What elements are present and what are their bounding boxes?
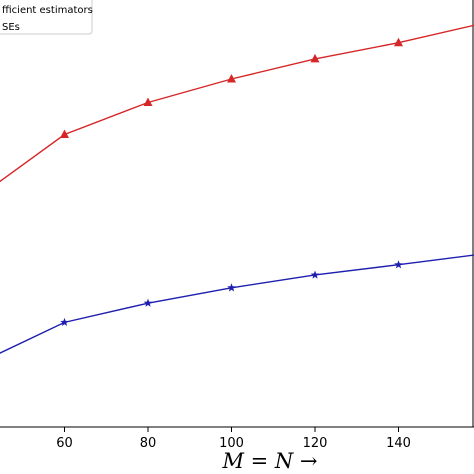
legend-entry-ses: SEs: [2, 22, 20, 33]
data-point-0-5: [394, 37, 403, 47]
data-point-0-2: [143, 97, 153, 106]
data-point-1-4: [310, 270, 320, 279]
x-tick-label: 140: [386, 436, 411, 451]
series-layer: [0, 24, 474, 354]
data-point-0-1: [60, 129, 69, 139]
data-point-1-5: [394, 260, 403, 269]
x-ticks: 60801001201401: [56, 427, 411, 451]
x-axis-label: M = N →: [221, 449, 317, 473]
data-point-0-3: [227, 73, 236, 83]
legend: fficient estimators SEs: [0, 0, 93, 35]
x-tick-label: 80: [140, 436, 157, 451]
x-tick-label: 100: [219, 436, 244, 451]
x-tick-label: 60: [56, 436, 73, 451]
legend-entry-efficient-estimators: fficient estimators: [2, 5, 93, 16]
x-tick-label: 120: [303, 436, 328, 451]
data-point-1-1: [60, 317, 69, 327]
data-point-0-4: [310, 53, 320, 63]
data-point-1-2: [143, 298, 153, 307]
legend-box: [0, 0, 93, 35]
data-point-1-3: [227, 283, 236, 292]
